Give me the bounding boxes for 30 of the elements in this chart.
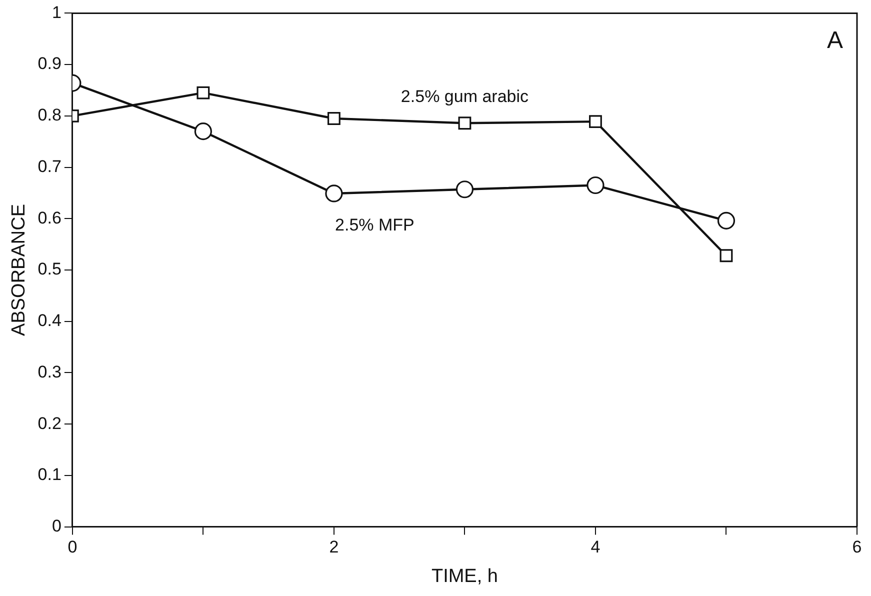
y-tick-label: 1	[52, 2, 62, 22]
point	[589, 115, 602, 128]
point	[458, 116, 472, 130]
point	[586, 176, 604, 194]
y-tick-label: 0.6	[38, 208, 62, 228]
point	[325, 184, 343, 202]
point	[196, 86, 210, 100]
y-tick-label: 0.4	[38, 311, 62, 330]
y-tick-label: 0.7	[38, 156, 62, 176]
x-tick-label: 2	[329, 538, 339, 557]
point	[717, 212, 736, 230]
series-label: 2.5% gum arabic	[400, 87, 529, 106]
point	[194, 122, 212, 140]
x-tick-label: 4	[590, 538, 600, 557]
y-tick-label: 0.8	[38, 106, 62, 125]
annotation: A	[826, 26, 843, 54]
y-axis-title: ABSORBANCE	[8, 204, 30, 336]
y-tick-label: 0	[52, 516, 62, 536]
point	[456, 180, 474, 198]
series-label: 2.5% MFP	[335, 216, 414, 235]
point	[328, 112, 340, 125]
y-tick-label: 0.1	[38, 465, 62, 484]
point	[720, 249, 733, 262]
y-tick-label: 0.2	[38, 414, 62, 433]
x-axis-title: TIME, h	[431, 566, 498, 587]
y-tick-label: 0.9	[38, 54, 62, 74]
y-tick-label: 0.5	[38, 260, 62, 279]
x-tick-label: 0	[68, 538, 78, 557]
y-tick-label: 0.3	[38, 362, 62, 382]
x-tick-label: 6	[852, 538, 862, 557]
